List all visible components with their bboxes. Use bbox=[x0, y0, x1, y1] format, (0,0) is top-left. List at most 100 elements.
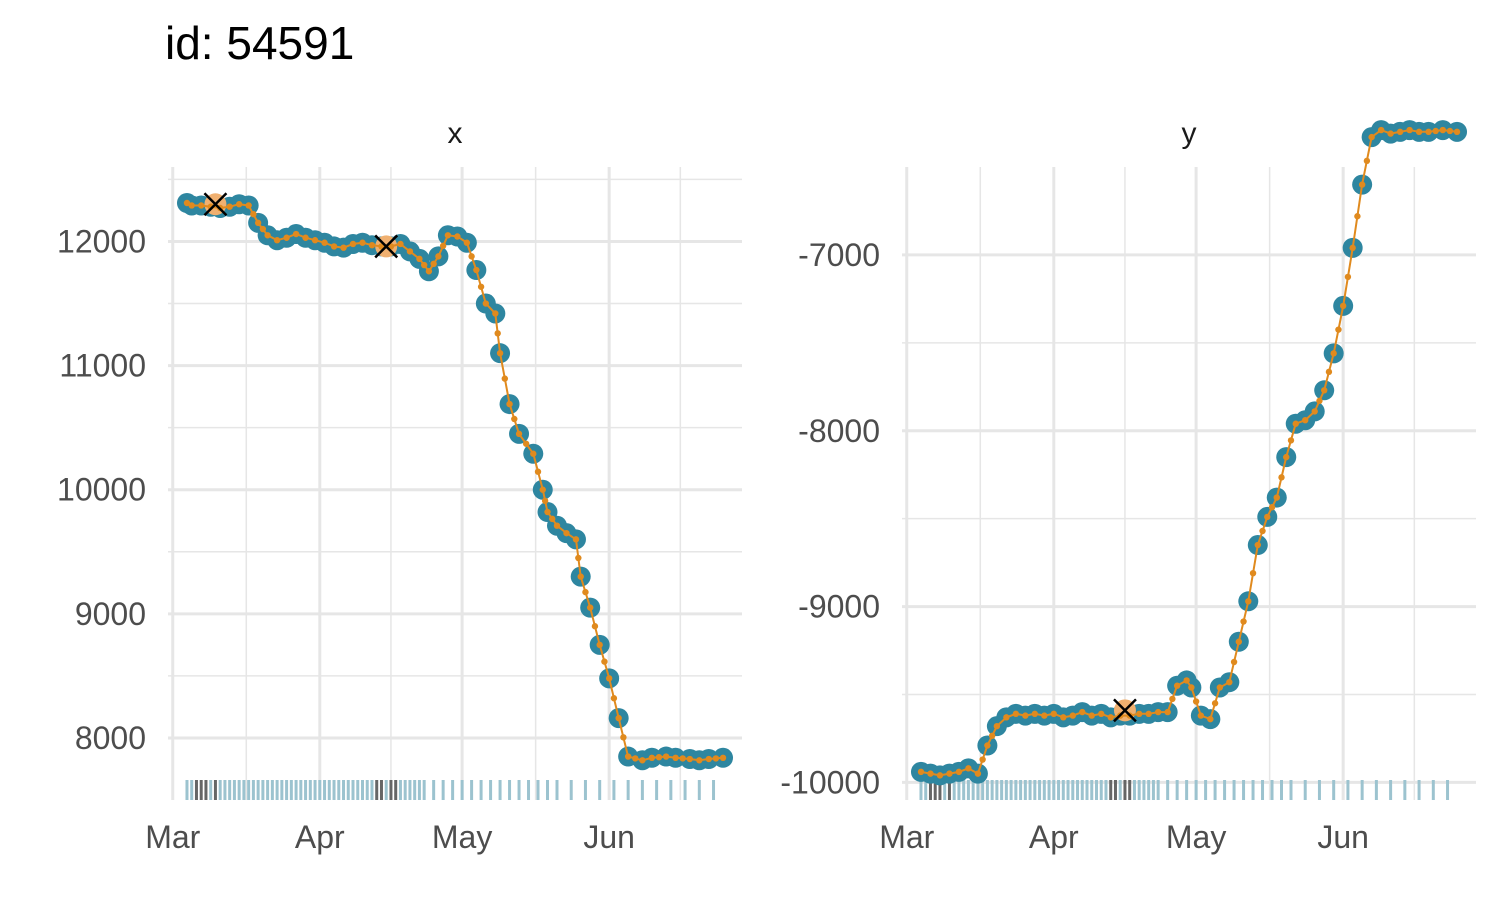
smooth-point bbox=[425, 268, 433, 275]
smooth-point bbox=[245, 202, 252, 209]
smooth-point bbox=[662, 753, 670, 760]
smooth-point bbox=[1135, 710, 1143, 718]
cross-marker bbox=[1113, 698, 1137, 723]
smooth-point bbox=[477, 283, 485, 290]
smooth-point bbox=[988, 732, 996, 740]
smooth-point bbox=[1088, 712, 1095, 719]
smooth-point bbox=[563, 529, 570, 537]
smooth-point bbox=[416, 255, 423, 263]
cross-marker bbox=[374, 234, 399, 259]
smooth-point bbox=[1278, 474, 1285, 481]
smooth-point bbox=[1453, 128, 1461, 136]
smooth-point bbox=[1415, 128, 1423, 136]
smooth-point bbox=[1192, 698, 1200, 705]
smooth-point bbox=[226, 203, 233, 210]
smooth-point bbox=[639, 757, 646, 764]
smooth-point bbox=[541, 497, 549, 505]
x-tick-label: Apr bbox=[1029, 819, 1079, 855]
smooth-point bbox=[539, 486, 546, 493]
smooth-point bbox=[1107, 714, 1114, 721]
smooth-point bbox=[1268, 504, 1276, 511]
smooth-point bbox=[435, 253, 442, 260]
smooth-point bbox=[311, 237, 319, 244]
smooth-point bbox=[1349, 244, 1356, 252]
smooth-point bbox=[522, 440, 530, 447]
x-tick-label: May bbox=[1166, 819, 1226, 855]
smooth-point bbox=[264, 232, 271, 239]
smooth-point bbox=[1446, 127, 1454, 135]
smooth-point bbox=[591, 623, 599, 630]
strip-label-y: y bbox=[1182, 117, 1197, 150]
smooth-point bbox=[330, 243, 338, 250]
smooth-point bbox=[302, 234, 309, 241]
smooth-point bbox=[254, 219, 262, 227]
smooth-point bbox=[679, 755, 686, 762]
smooth-point bbox=[544, 508, 551, 516]
smooth-point bbox=[1330, 350, 1337, 357]
smooth-point bbox=[1031, 710, 1039, 718]
x-tick-label: Jun bbox=[1317, 819, 1369, 855]
smooth-point bbox=[1169, 695, 1176, 703]
smooth-point bbox=[586, 604, 594, 611]
smooth-point bbox=[1254, 541, 1261, 549]
smooth-point bbox=[946, 770, 953, 777]
smooth-point bbox=[984, 742, 991, 749]
smooth-point bbox=[250, 210, 257, 218]
smooth-point bbox=[1406, 126, 1413, 134]
smooth-point bbox=[1363, 157, 1371, 165]
x-tick-label: Apr bbox=[295, 819, 345, 855]
y-tick-label: 9000 bbox=[75, 596, 146, 632]
smooth-point bbox=[955, 768, 963, 776]
smooth-point bbox=[1188, 684, 1195, 691]
smooth-point bbox=[1320, 387, 1328, 394]
smooth-point bbox=[615, 714, 622, 722]
smooth-point bbox=[530, 450, 537, 457]
smooth-point bbox=[1335, 326, 1342, 333]
smooth-point bbox=[1273, 494, 1280, 501]
y-tick-label: -8000 bbox=[798, 413, 880, 449]
smooth-point bbox=[917, 768, 925, 776]
smooth-point bbox=[1432, 127, 1439, 135]
smooth-point bbox=[648, 754, 656, 761]
smooth-point bbox=[1197, 712, 1205, 719]
x-tick-label: Jun bbox=[583, 819, 635, 855]
smooth-point bbox=[1003, 714, 1010, 721]
smooth-point bbox=[1164, 708, 1171, 716]
smooth-point bbox=[494, 330, 501, 337]
smooth-point bbox=[1302, 417, 1309, 424]
smooth-point bbox=[1245, 598, 1252, 605]
smooth-point bbox=[936, 772, 944, 779]
smooth-point bbox=[198, 202, 205, 209]
smooth-point bbox=[1207, 715, 1214, 723]
smooth-point bbox=[506, 400, 513, 408]
smooth-point bbox=[719, 754, 727, 761]
smooth-point bbox=[235, 201, 243, 208]
smooth-point bbox=[501, 375, 509, 382]
smooth-point bbox=[705, 755, 712, 763]
smooth-point bbox=[430, 260, 437, 268]
panel-x: x 8000 9000 10000 11000 12000 Mar Apr May Jun bbox=[57, 117, 742, 855]
smooth-point bbox=[340, 244, 347, 251]
smooth-point bbox=[632, 755, 639, 762]
smooth-point bbox=[359, 239, 366, 246]
smooth-point bbox=[1235, 638, 1243, 645]
smooth-point bbox=[1240, 618, 1247, 625]
smooth-point bbox=[1211, 700, 1219, 707]
smooth-point bbox=[572, 536, 580, 543]
smooth-point bbox=[596, 641, 603, 649]
smooth-point bbox=[1264, 513, 1271, 521]
smooth-point bbox=[1368, 133, 1375, 141]
y-tick-label: 8000 bbox=[75, 720, 146, 756]
smooth-point bbox=[454, 233, 461, 240]
smooth-point bbox=[468, 253, 475, 260]
smooth-point bbox=[1249, 569, 1257, 577]
smooth-point bbox=[1216, 684, 1224, 691]
smooth-point bbox=[420, 261, 428, 269]
y-tick-label: 10000 bbox=[57, 472, 146, 508]
smooth-point bbox=[582, 588, 589, 596]
smooth-point bbox=[321, 239, 328, 246]
smooth-point bbox=[1173, 682, 1181, 689]
smooth-point bbox=[183, 199, 191, 207]
smooth-point bbox=[1041, 712, 1048, 719]
